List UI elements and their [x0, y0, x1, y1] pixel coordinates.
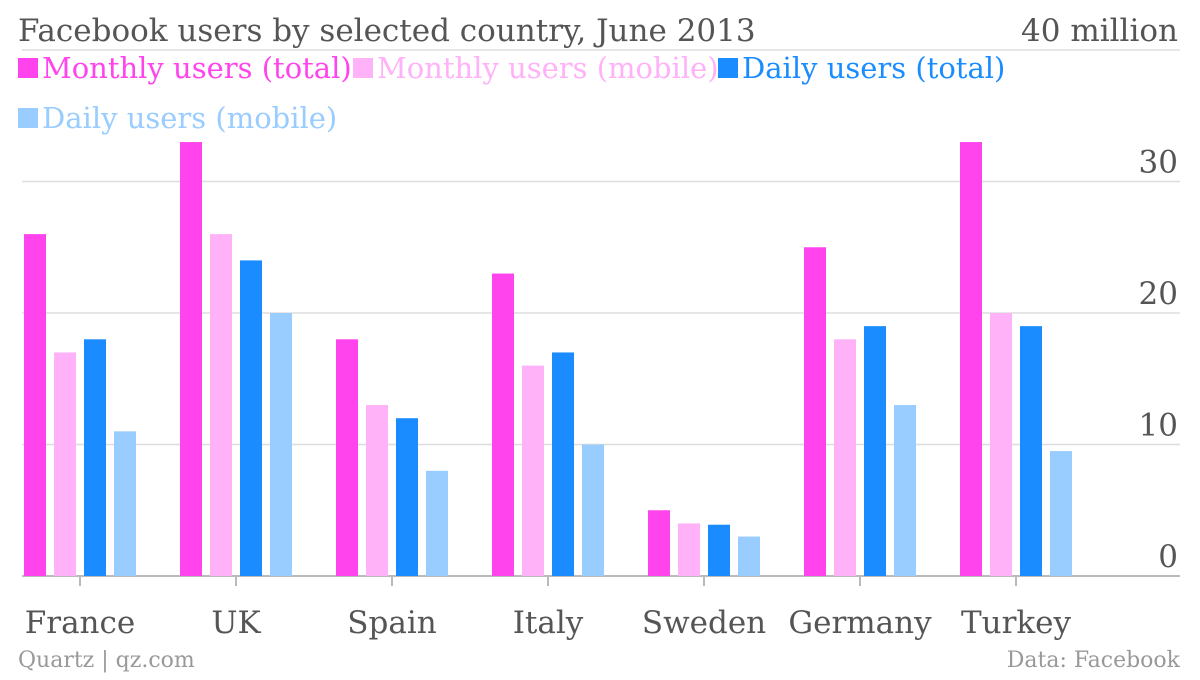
bar: UK – Daily users (mobile): 20	[270, 313, 292, 576]
bar: Spain – Daily users (total): 12	[396, 418, 418, 576]
bars: France – Monthly users (total): 26 France…	[24, 142, 1072, 577]
x-tick-label: Italy	[513, 605, 584, 641]
y-axis-ticks: 0 10 20 30	[1139, 145, 1178, 576]
x-axis-ticks: France UK Spain Italy Sweden Germany Turkey	[25, 576, 1072, 641]
legend: Monthly users (total) Monthly users (mobi…	[18, 51, 1005, 135]
bar: UK – Monthly users (mobile): 26	[210, 234, 232, 576]
bar: Sweden – Daily users (total): 3.9	[708, 524, 730, 576]
bar: Turkey – Daily users (total): 19	[1020, 326, 1042, 576]
bar: Turkey – Monthly users (total): 33	[960, 142, 982, 577]
bar: Spain – Monthly users (mobile): 13	[366, 405, 388, 576]
bar: Italy – Monthly users (mobile): 16	[522, 365, 544, 576]
source-credit: Quartz | qz.com	[18, 648, 195, 673]
bar: Sweden – Daily users (mobile): 3	[738, 536, 760, 576]
bar: UK – Monthly users (total): 33	[180, 142, 202, 577]
legend-swatch-daily-users-mobile	[18, 108, 38, 128]
bar: France – Daily users (mobile): 11	[114, 431, 136, 576]
x-tick-label: UK	[211, 605, 261, 641]
bar: Germany – Monthly users (mobile): 18	[834, 339, 856, 576]
legend-swatch-monthly-users-mobile	[353, 58, 373, 78]
x-tick-label: Germany	[788, 605, 932, 641]
legend-swatch-daily-users-total	[718, 58, 738, 78]
bar: France – Monthly users (total): 26	[24, 234, 46, 576]
data-source: Data: Facebook	[1007, 648, 1181, 673]
legend-label-daily-users-total: Daily users (total)	[742, 51, 1005, 85]
legend-label-monthly-users-total: Monthly users (total)	[42, 51, 352, 85]
chart-title: Facebook users by selected country, June…	[18, 13, 756, 49]
bar: Italy – Daily users (total): 17	[552, 352, 574, 576]
legend-label-daily-users-mobile: Daily users (mobile)	[42, 101, 337, 135]
y-tick-label: 30	[1139, 145, 1178, 181]
bar: France – Daily users (total): 18	[84, 339, 106, 576]
bar: Spain – Monthly users (total): 18	[336, 339, 358, 576]
bar: Italy – Daily users (mobile): 10	[582, 444, 604, 576]
bar: UK – Daily users (total): 24	[240, 260, 262, 576]
bar: France – Monthly users (mobile): 17	[54, 352, 76, 576]
x-tick-label: France	[25, 605, 135, 641]
y-tick-label: 20	[1139, 276, 1178, 312]
bar: Turkey – Daily users (mobile): 9.5	[1050, 451, 1072, 576]
y-unit-label: 40 million	[1021, 13, 1178, 49]
x-tick-label: Sweden	[642, 605, 766, 641]
bar: Germany – Daily users (mobile): 13	[894, 405, 916, 576]
bar: Spain – Daily users (mobile): 8	[426, 470, 448, 576]
bar: Germany – Daily users (total): 19	[864, 326, 886, 576]
x-tick-label: Turkey	[961, 605, 1072, 641]
legend-label-monthly-users-mobile: Monthly users (mobile)	[377, 51, 719, 85]
bar: Germany – Monthly users (total): 25	[804, 247, 826, 576]
bar: Sweden – Monthly users (total): 5	[648, 510, 670, 576]
bar: Turkey – Monthly users (mobile): 20	[990, 313, 1012, 576]
x-tick-label: Spain	[347, 605, 436, 641]
legend-swatch-monthly-users-total	[18, 58, 38, 78]
y-tick-label: 10	[1139, 408, 1178, 444]
bar: Sweden – Monthly users (mobile): 4	[678, 523, 700, 576]
y-tick-label: 0	[1158, 539, 1178, 575]
bar: Italy – Monthly users (total): 23	[492, 273, 514, 576]
